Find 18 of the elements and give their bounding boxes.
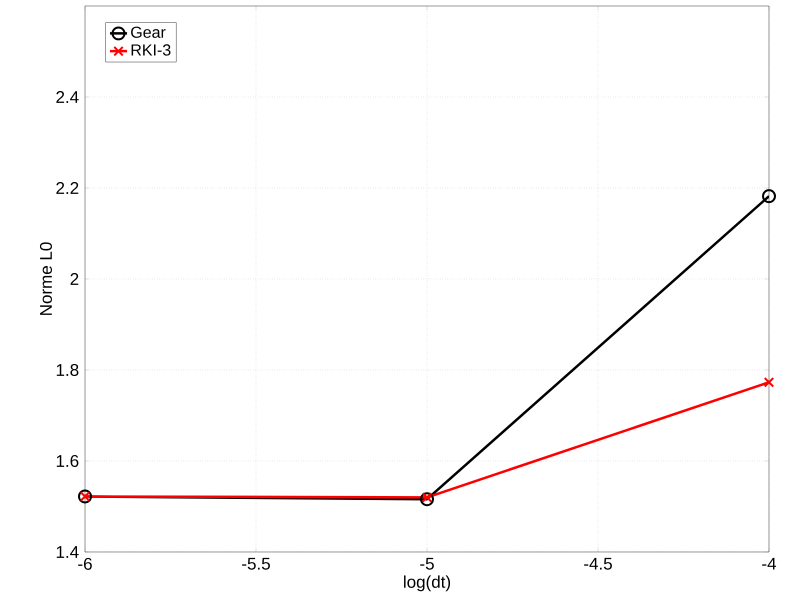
y-tick-label: 2.2 — [56, 182, 78, 194]
legend-label: RKI-3 — [132, 44, 170, 56]
x-tick-label: -5 — [420, 558, 434, 570]
x-tick-label: -6 — [78, 558, 92, 570]
x-axis-title: log(dt) — [404, 575, 450, 592]
y-tick-label: 1.6 — [56, 454, 78, 468]
y-tick-label: 1.4 — [56, 546, 79, 558]
y-tick-label: 2.4 — [56, 91, 79, 103]
y-tick-label: 1.8 — [56, 364, 78, 376]
point — [764, 377, 774, 388]
legend-label: Gear — [131, 26, 166, 38]
x-tick-label: -4.5 — [584, 558, 612, 570]
y-axis-title: Norme L0 — [40, 242, 52, 315]
x-tick-label: -4 — [762, 558, 776, 570]
y-tick-label: 2 — [70, 273, 78, 285]
point — [762, 189, 776, 204]
x-tick-label: -5.5 — [242, 558, 270, 570]
point — [420, 492, 434, 506]
